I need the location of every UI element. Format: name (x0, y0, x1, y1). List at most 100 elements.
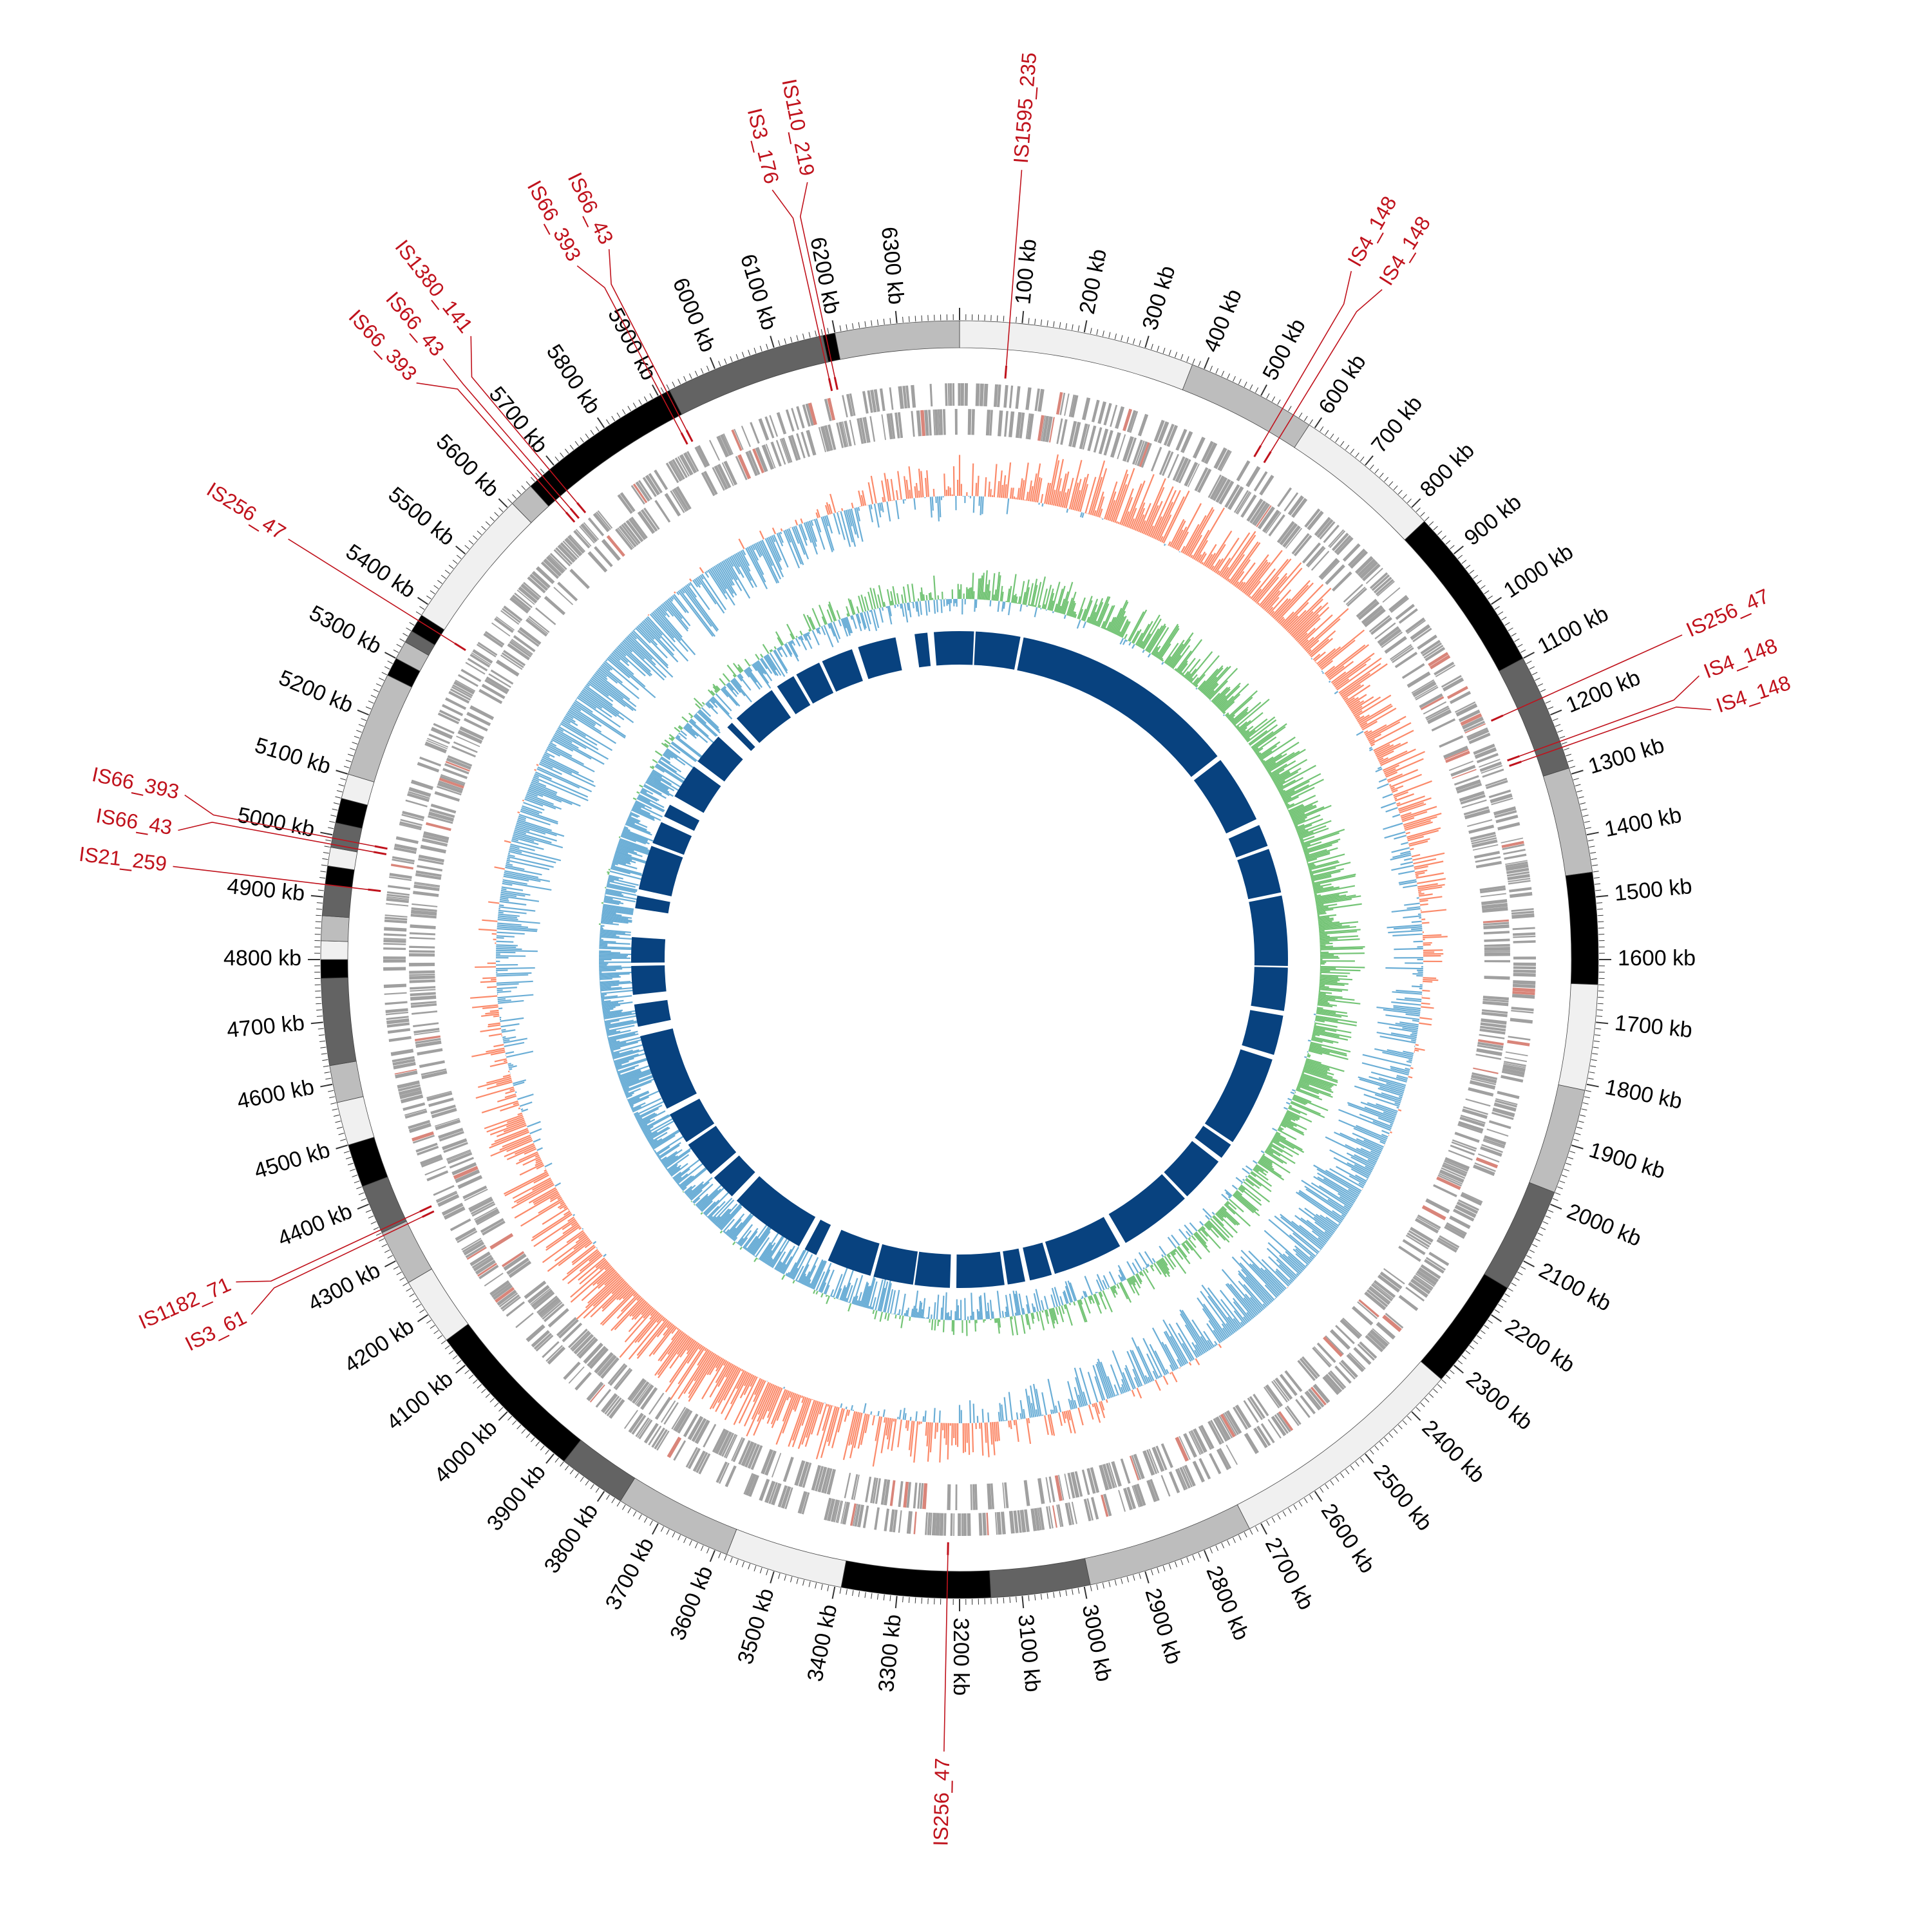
gc-content-bar (1112, 484, 1128, 523)
gc-content-bar (890, 478, 895, 501)
gc-skew-bar (647, 1126, 669, 1141)
gc-content-bar (1401, 806, 1437, 819)
cds-feature (688, 1448, 701, 1470)
minor-tick (440, 1340, 446, 1345)
gc-skew-bar (1312, 1033, 1320, 1037)
cds-feature (1167, 453, 1179, 478)
gc-skew-bar (1294, 1092, 1296, 1094)
gc-skew-bar (1311, 874, 1332, 880)
gc-content-bar (1382, 751, 1425, 772)
minor-tick (356, 730, 362, 733)
gc-skew-bar (667, 1154, 690, 1171)
gc-content-bar (1387, 773, 1403, 781)
cds-feature (1331, 533, 1349, 551)
gc-content-bar (1285, 1251, 1306, 1270)
gc-content-bar (1139, 520, 1146, 533)
gc-skew-bar (670, 1162, 688, 1177)
cds-feature (423, 831, 450, 841)
gc-skew-bar (1261, 760, 1265, 764)
minor-tick (1277, 1514, 1281, 1520)
gc-skew-bar (1009, 1316, 1014, 1336)
cds-feature (630, 516, 648, 539)
gc-content-bar (694, 1351, 714, 1381)
cds-feature (982, 1513, 987, 1536)
tick-label: 1500 kb (1613, 874, 1693, 906)
cds-feature (1180, 431, 1193, 453)
gc-skew-bar (695, 713, 707, 724)
cds-feature (462, 1239, 483, 1253)
cds-feature (952, 383, 955, 406)
gc-content-bar (657, 1334, 688, 1376)
cds-feature (466, 712, 491, 726)
cds-feature (694, 446, 707, 468)
cds-feature (1406, 620, 1426, 634)
gc-content-bar (831, 1408, 844, 1448)
gc-content-bar (1040, 494, 1044, 504)
cds-feature (1372, 1282, 1394, 1300)
tick-label: 4000 kb (430, 1416, 502, 1488)
cds-feature (413, 1027, 440, 1034)
cds-feature (631, 1414, 647, 1435)
gc-skew-bar (1078, 1300, 1088, 1323)
cds-feature (438, 780, 464, 791)
minor-tick (1133, 1575, 1135, 1581)
gc-skew-bar (1005, 1294, 1010, 1317)
gc-skew-bar (1303, 840, 1339, 853)
gc-skew-bar (1252, 1160, 1258, 1164)
gc-skew-bar (1009, 1293, 1014, 1316)
cds-feature (1510, 1018, 1533, 1024)
gc-content-bar (620, 1293, 639, 1312)
cds-feature (1477, 1041, 1504, 1049)
gc-skew-bar (1072, 611, 1075, 618)
gc-content-bar (654, 610, 681, 641)
cds-feature (1502, 844, 1525, 850)
gc-skew-bar (991, 573, 996, 601)
gc-skew-bar (826, 1295, 830, 1305)
cds-feature (418, 854, 444, 863)
gc-content-bar (1263, 590, 1280, 610)
gc-content-bar (820, 516, 833, 553)
gc-content-bar (1099, 1401, 1106, 1419)
gc-content-bar (586, 683, 591, 687)
cds-feature (637, 511, 656, 535)
gc-content-bar (628, 1316, 665, 1360)
gc-skew-bar (1065, 1281, 1074, 1303)
gc-content-bar (1146, 500, 1163, 536)
gc-skew-bar (638, 1113, 658, 1124)
cds-feature (970, 1484, 972, 1510)
gc-skew-bar (630, 811, 640, 817)
gc-skew-bar (619, 838, 649, 849)
cds-feature (1307, 547, 1326, 568)
gc-skew-bar (1194, 1232, 1208, 1248)
minor-tick (1514, 1277, 1520, 1281)
cds-feature (1456, 782, 1482, 794)
gc-skew-bar (1282, 784, 1309, 799)
minor-tick (329, 1096, 336, 1099)
gc-content-bar (489, 1061, 508, 1068)
gc-content-bar (1052, 459, 1065, 506)
minor-tick (329, 820, 336, 823)
minor-tick (1529, 1249, 1535, 1253)
cds-feature (815, 1466, 824, 1492)
cds-feature (595, 1388, 612, 1408)
minor-tick (1221, 1542, 1224, 1549)
gc-skew-bar (1204, 682, 1218, 697)
gc-content-bar (822, 516, 835, 551)
gc-content-bar (1275, 1270, 1291, 1285)
gc-skew-bar (1227, 696, 1253, 720)
gc-skew-bar (1306, 1058, 1321, 1064)
gc-content-bar (547, 1238, 591, 1273)
cds-feature (842, 1501, 850, 1525)
gc-skew-bar (1200, 1226, 1221, 1249)
gc-content-bar (1396, 1074, 1408, 1079)
cds-feature (571, 1331, 591, 1352)
cds-feature (1081, 1469, 1090, 1495)
cds-feature (513, 635, 536, 652)
gc-skew-bar (632, 797, 637, 800)
minor-tick (1494, 1309, 1500, 1313)
cds-feature (974, 1484, 978, 1510)
cds-feature (632, 483, 648, 504)
gc-content-bar (1026, 1418, 1032, 1444)
tick-label: 1800 kb (1603, 1075, 1684, 1114)
gc-content-bar (1036, 478, 1043, 503)
